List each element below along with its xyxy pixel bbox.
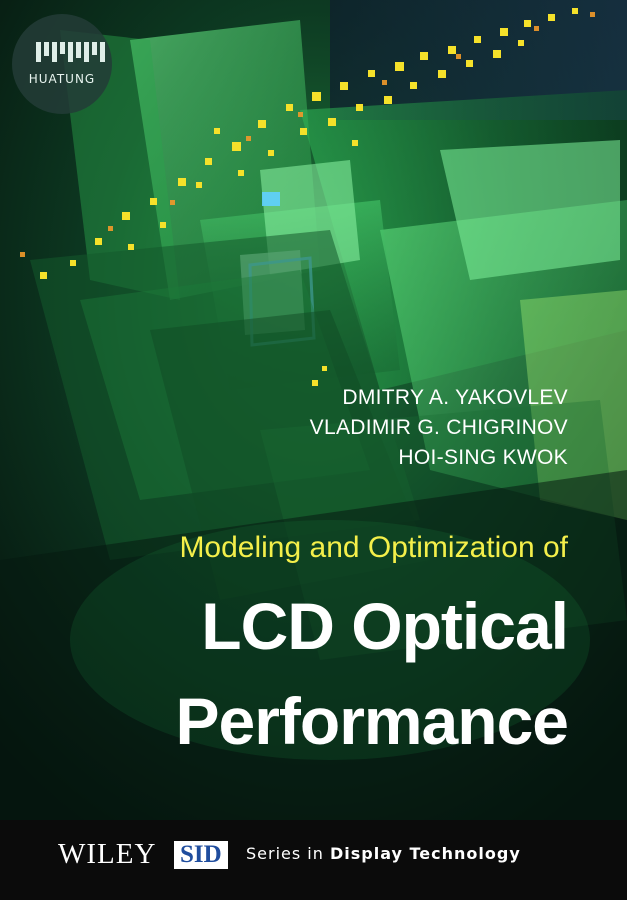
sid-logo: SID	[174, 841, 228, 869]
author-name: VLADIMIR G. CHIGRINOV	[309, 416, 568, 439]
logo-bars-icon	[36, 42, 105, 62]
publisher-footer: WILEY SID Series in Display Technology	[0, 820, 627, 900]
authors: DMITRY A. YAKOVLEV VLADIMIR G. CHIGRINOV…	[310, 383, 568, 473]
book-title-line-1: LCD Optical	[201, 589, 569, 663]
huatung-logo: HUATUNG	[12, 14, 112, 114]
series-name: Display Technology	[329, 844, 521, 863]
logo-text: HUATUNG	[28, 72, 96, 86]
series-label: Series in Display Technology	[246, 844, 521, 863]
wiley-logo: WILEY	[58, 838, 157, 870]
book-subtitle: Modeling and Optimization of	[179, 531, 568, 564]
series-prefix: Series in	[246, 844, 324, 863]
author-name: DMITRY A. YAKOVLEV	[342, 386, 568, 409]
green-panel-art	[0, 0, 627, 820]
book-title-line-2: Performance	[175, 684, 569, 758]
author-name: HOI-SING KWOK	[398, 446, 568, 469]
